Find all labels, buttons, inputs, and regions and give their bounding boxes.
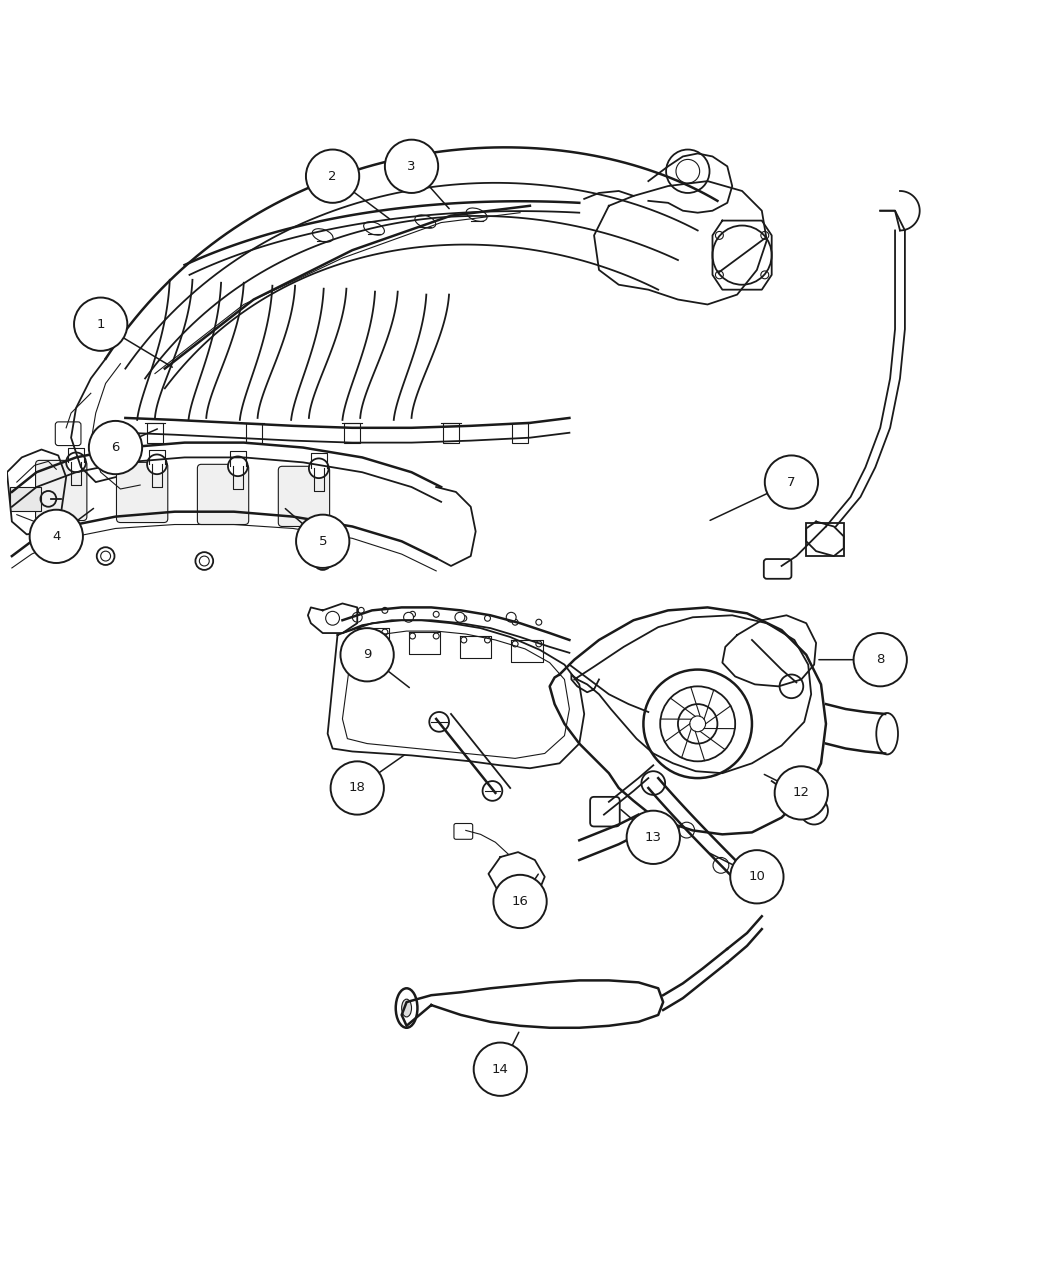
Text: 3: 3 <box>407 159 416 173</box>
Text: 8: 8 <box>876 653 884 667</box>
Circle shape <box>314 552 332 570</box>
Ellipse shape <box>402 1000 412 1017</box>
FancyBboxPatch shape <box>36 460 87 520</box>
Ellipse shape <box>415 215 436 228</box>
Circle shape <box>75 297 127 351</box>
Text: 12: 12 <box>793 787 810 799</box>
Circle shape <box>730 850 783 904</box>
Circle shape <box>309 459 329 478</box>
Circle shape <box>195 552 213 570</box>
Text: 2: 2 <box>329 170 337 182</box>
Circle shape <box>764 455 818 509</box>
Text: 14: 14 <box>491 1063 509 1076</box>
Text: 1: 1 <box>97 317 105 330</box>
FancyBboxPatch shape <box>590 797 619 826</box>
Circle shape <box>627 811 680 864</box>
Circle shape <box>97 547 114 565</box>
Text: 9: 9 <box>363 648 372 662</box>
Circle shape <box>854 634 907 686</box>
Circle shape <box>455 612 465 622</box>
Ellipse shape <box>363 222 384 235</box>
Text: 16: 16 <box>511 895 528 908</box>
FancyBboxPatch shape <box>763 558 792 579</box>
Circle shape <box>89 421 142 474</box>
Text: 10: 10 <box>749 871 765 884</box>
Circle shape <box>228 456 248 476</box>
FancyBboxPatch shape <box>454 824 473 839</box>
Circle shape <box>306 149 359 203</box>
Text: 6: 6 <box>111 441 120 454</box>
Text: 18: 18 <box>349 782 365 794</box>
FancyBboxPatch shape <box>278 467 330 527</box>
FancyBboxPatch shape <box>806 523 844 556</box>
Text: 4: 4 <box>52 530 61 543</box>
Circle shape <box>775 766 828 820</box>
Text: 5: 5 <box>318 534 327 548</box>
Circle shape <box>494 875 547 928</box>
Circle shape <box>800 797 828 825</box>
Circle shape <box>29 510 83 564</box>
Circle shape <box>331 761 384 815</box>
Circle shape <box>296 515 350 567</box>
Text: 7: 7 <box>788 476 796 488</box>
Circle shape <box>147 454 167 474</box>
Circle shape <box>340 629 394 681</box>
Circle shape <box>353 612 362 622</box>
FancyBboxPatch shape <box>117 463 168 523</box>
FancyBboxPatch shape <box>56 422 81 445</box>
Text: 13: 13 <box>645 831 662 844</box>
Circle shape <box>506 612 517 622</box>
FancyBboxPatch shape <box>9 487 42 511</box>
Circle shape <box>474 1043 527 1095</box>
Ellipse shape <box>466 208 487 222</box>
Circle shape <box>690 717 706 732</box>
Circle shape <box>66 453 86 472</box>
Circle shape <box>403 612 414 622</box>
Ellipse shape <box>312 228 333 242</box>
FancyBboxPatch shape <box>197 464 249 524</box>
Circle shape <box>642 771 665 794</box>
Circle shape <box>385 140 438 193</box>
